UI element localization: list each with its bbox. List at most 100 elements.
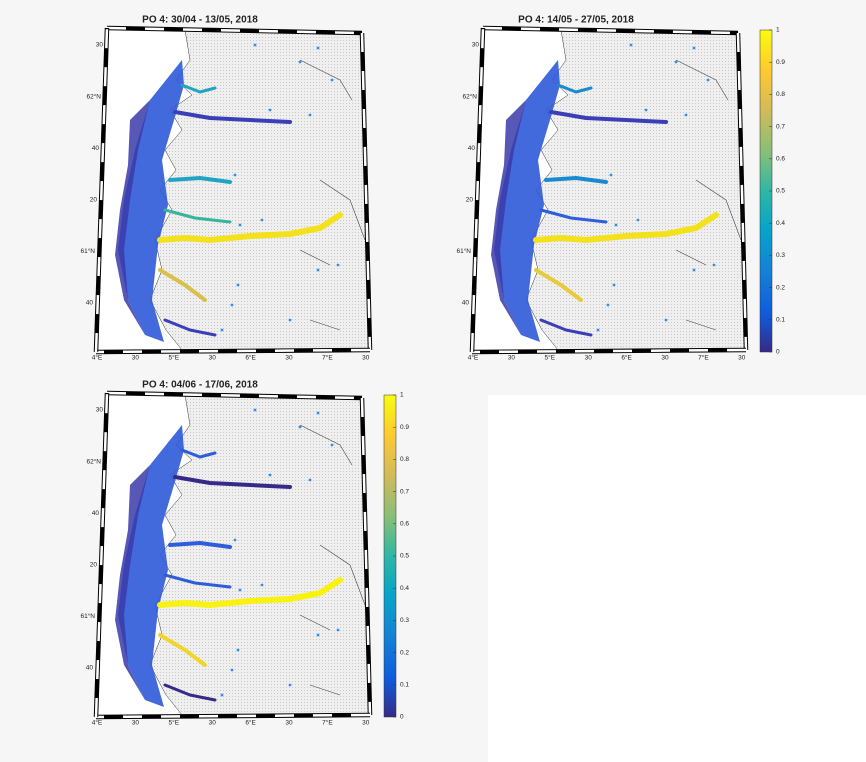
station: [706, 78, 710, 82]
station: [336, 263, 340, 267]
station: [612, 283, 616, 287]
station: [664, 318, 668, 322]
frame-dash: [470, 27, 485, 353]
y-tick-label: 40: [92, 145, 100, 152]
x-tick-label: 4°E: [468, 354, 479, 362]
colorbar-tick-label: 0: [400, 714, 404, 721]
x-tick-label: 30: [209, 720, 217, 727]
river: [309, 684, 341, 696]
colorbar-tick-label: 0.1: [776, 317, 785, 324]
colorbar-tick-label: 0.3: [400, 617, 409, 624]
frame-dash: [736, 32, 748, 351]
river: [309, 319, 341, 331]
river: [695, 179, 742, 241]
river: [675, 249, 707, 266]
colorbar-tick-label: 0.4: [400, 585, 409, 592]
river: [299, 614, 331, 631]
river: [675, 59, 729, 101]
colorbar-tick-label: 0.4: [776, 220, 785, 227]
fjord: [163, 318, 217, 337]
coastal-water-outer: [115, 100, 150, 335]
colorbar-tick-label: 0.2: [400, 649, 409, 656]
station: [253, 408, 257, 412]
y-tick-label: 30: [96, 42, 104, 49]
empty-area: [488, 395, 866, 762]
colorbar-tick-label: 1: [400, 392, 404, 399]
station: [636, 218, 640, 222]
fjord: [173, 110, 292, 124]
colorbar-tick-label: 1: [776, 27, 780, 34]
y-tick-label: 61°N: [456, 247, 471, 255]
map-title: PO 4: 04/06 - 17/06, 2018: [142, 380, 258, 391]
frame-dash: [471, 348, 747, 354]
x-tick-label: 30: [209, 355, 217, 362]
fjord: [158, 268, 207, 302]
river: [319, 544, 366, 606]
fjord: [168, 176, 232, 184]
fjord: [533, 212, 719, 243]
colorbar-tick-label: 0.2: [776, 284, 785, 291]
y-tick-label: 61°N: [80, 612, 95, 620]
x-tick-label: 5°E: [545, 354, 556, 362]
x-tick-label: 7°E: [322, 354, 333, 362]
y-tick-label: 61°N: [80, 247, 95, 255]
fjord: [549, 110, 668, 124]
x-tick-label: 5°E: [169, 719, 180, 727]
frame-dash: [106, 391, 363, 400]
coastal-water-outer: [491, 100, 526, 335]
fjord: [168, 541, 232, 549]
station: [220, 693, 224, 697]
x-tick-label: 30: [738, 355, 746, 362]
station: [268, 108, 272, 112]
station: [230, 668, 234, 672]
fjord: [163, 573, 232, 589]
station: [692, 268, 696, 272]
fjord: [180, 448, 217, 459]
fjord: [539, 208, 608, 224]
station: [268, 473, 272, 477]
fjord: [163, 208, 232, 224]
frame-dash: [360, 397, 372, 716]
station: [684, 113, 688, 117]
station: [316, 268, 320, 272]
station: [336, 628, 340, 632]
station: [238, 588, 242, 592]
station: [316, 46, 320, 50]
river: [299, 59, 353, 101]
river: [319, 179, 366, 241]
river: [685, 319, 717, 331]
x-tick-label: 30: [132, 355, 140, 362]
fjord: [157, 212, 343, 243]
x-tick-label: 5°E: [169, 354, 180, 362]
fjord: [180, 83, 217, 94]
station: [230, 303, 234, 307]
y-tick-label: 40: [92, 510, 100, 517]
x-tick-label: 30: [285, 355, 293, 362]
station: [236, 283, 240, 287]
station: [674, 60, 678, 64]
station: [308, 478, 312, 482]
frame-dash: [94, 392, 109, 718]
colorbar-tick-label: 0.8: [400, 456, 409, 463]
x-tick-label: 7°E: [322, 719, 333, 727]
y-tick-label: 40: [86, 300, 94, 307]
colorbar-tick-label: 0.1: [400, 682, 409, 689]
y-tick-label: 20: [90, 562, 98, 569]
y-tick-label: 62°N: [86, 92, 101, 100]
station: [692, 46, 696, 50]
station: [220, 328, 224, 332]
x-tick-label: 4°E: [92, 354, 103, 362]
station: [609, 173, 613, 177]
station: [288, 318, 292, 322]
station: [596, 328, 600, 332]
fjord: [544, 176, 608, 184]
map-panel: PO 4: 04/06 - 17/06, 2018 4°E 30 5°E 30 6°E 30…: [80, 380, 409, 727]
station: [298, 425, 302, 429]
colorbar-tick-label: 0.7: [400, 488, 409, 495]
frame-dash: [360, 32, 372, 351]
y-tick-label: 40: [86, 665, 94, 672]
colorbar-tick-label: 0.6: [400, 521, 409, 528]
fjord: [556, 83, 593, 94]
station: [644, 108, 648, 112]
